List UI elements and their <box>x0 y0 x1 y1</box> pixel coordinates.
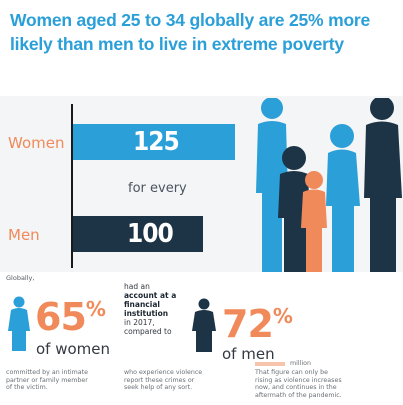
right-frag-line2: rising as violence increases <box>255 376 342 384</box>
category-label-men: Men <box>8 226 40 244</box>
women-stat-unit: % <box>85 297 106 321</box>
women-stat-value: 65% <box>35 295 106 339</box>
man-stat-icon <box>192 298 216 352</box>
lower-fragment-middle: who experience violence report these cri… <box>124 369 234 392</box>
bar-value-women: 125 <box>133 127 180 157</box>
lower-fragment-left: committed by an intimate partner or fami… <box>6 369 116 392</box>
mid-frag-line2: report these crimes or <box>124 376 195 384</box>
middle-description: had an account at a financial institutio… <box>124 282 192 336</box>
right-frag-line1: That figure can only be <box>255 369 328 376</box>
woman-figure-icon <box>256 98 288 272</box>
man-figure-icon <box>364 98 402 272</box>
family-illustration <box>256 98 402 272</box>
child-figure-icon <box>301 171 327 272</box>
infographic-title: Women aged 25 to 34 globally are 25% mor… <box>10 10 371 54</box>
middle-text-pre: had an <box>124 282 150 291</box>
men-stat-value: 72% <box>222 302 293 346</box>
woman-right-figure-icon <box>326 124 360 272</box>
for-every-annotation: for every <box>128 181 187 196</box>
mid-frag-line3: seek help of any sort. <box>124 384 193 391</box>
category-label-women: Women <box>8 134 65 152</box>
men-stat-unit: % <box>272 304 293 328</box>
girl-figure-icon <box>278 146 310 272</box>
men-stat-number: 72 <box>222 302 274 346</box>
lower-fragment-right: That figure can only be rising as violen… <box>255 369 400 399</box>
left-frag-line3: of the victim. <box>6 384 48 391</box>
bar-women <box>73 124 235 160</box>
women-stat-number: 65 <box>35 295 87 339</box>
women-stat-label: of women <box>36 340 111 358</box>
right-frag-line3: now, and continues in the <box>255 384 337 391</box>
mid-frag-line1: who experience violence <box>124 369 203 376</box>
bar-men <box>73 216 203 252</box>
men-stat-label: of men <box>222 345 275 363</box>
middle-text-bold: account at a financial institution <box>124 291 177 318</box>
right-frag-line4: aftermath of the pandemic. <box>255 391 342 399</box>
top-fragment-text: Globally, <box>6 274 35 282</box>
lower-fragment-right-head: million <box>290 360 311 367</box>
left-frag-line2: partner or family member <box>6 376 88 384</box>
cropped-number-bar <box>255 362 285 366</box>
woman-stat-icon <box>8 296 30 351</box>
middle-text-post: in 2017, compared to <box>124 318 172 336</box>
bar-value-men: 100 <box>127 219 174 249</box>
chart-axis-line <box>71 104 73 268</box>
left-frag-line1: committed by an intimate <box>6 369 89 376</box>
